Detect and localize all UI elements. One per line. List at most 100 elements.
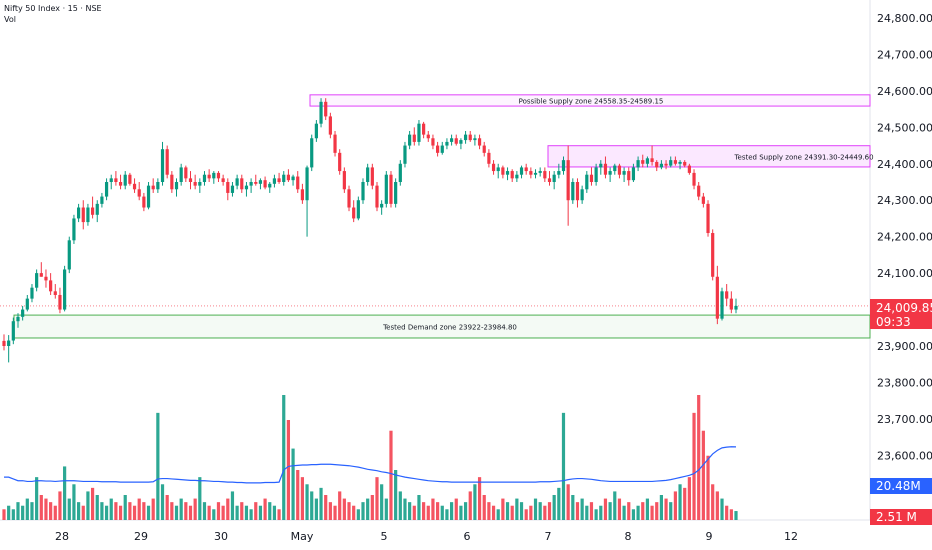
zone-label: Tested Demand zone 23922-23984.80 — [382, 324, 517, 332]
time-axis[interactable]: 28 29 30 May 5 6 7 8 9 12 — [55, 530, 798, 543]
volume-bar — [7, 505, 11, 520]
volume-bar — [426, 505, 430, 520]
volume-bar — [510, 505, 514, 520]
candle-body — [505, 171, 510, 175]
volume-bar — [468, 491, 472, 520]
candle-body — [384, 174, 388, 204]
candle-body — [561, 160, 566, 172]
candle-body — [338, 152, 342, 172]
candle-body — [35, 273, 39, 288]
volume-bar — [49, 502, 53, 520]
candle-body — [165, 149, 169, 175]
volume-bar — [118, 505, 123, 520]
volume-bar — [184, 502, 188, 520]
candle-body — [641, 160, 645, 164]
volume-bar — [678, 484, 682, 520]
candle-body — [114, 178, 118, 182]
volume-bar — [104, 505, 109, 520]
volume-bar — [692, 412, 696, 520]
volume-bar — [90, 487, 95, 520]
volume-bar — [655, 502, 659, 520]
candle-body — [235, 178, 239, 186]
volume-bar — [422, 502, 426, 520]
volume-bar — [53, 505, 57, 520]
volume-bar — [505, 502, 510, 520]
candle-body — [128, 174, 132, 184]
volume-bar — [81, 505, 85, 520]
candle-body — [557, 171, 561, 175]
candle-body — [529, 171, 533, 175]
candle-body — [603, 163, 608, 175]
volume-bar — [16, 502, 20, 520]
volume-bar — [645, 498, 650, 520]
volume-bar — [412, 505, 416, 520]
volume-bar — [174, 505, 179, 520]
volume-bar — [342, 498, 346, 520]
volume-bar — [296, 470, 300, 520]
price-tick-label: 24,100.00 — [877, 267, 932, 280]
volume-bar — [356, 509, 360, 520]
candle-body — [734, 305, 738, 310]
volume-bar — [310, 491, 314, 520]
volume-bar — [575, 502, 580, 520]
volume-bar — [706, 455, 710, 520]
volume-bar — [608, 502, 612, 520]
zone-label: Possible Supply zone 24558.35-24589.15 — [519, 97, 664, 105]
volume-bar — [324, 495, 328, 520]
candle-body — [380, 203, 384, 208]
candle-body — [216, 172, 221, 179]
volume-bar — [389, 430, 393, 520]
time-tick-label: 9 — [706, 530, 713, 543]
volume-bar — [35, 477, 39, 520]
volume-bar — [380, 484, 384, 520]
volume-bar — [160, 484, 165, 520]
volume-bar — [137, 498, 141, 520]
candle-body — [151, 185, 155, 190]
volume-bar — [561, 412, 566, 520]
volume-legend[interactable]: Vol — [4, 15, 16, 24]
candle-body — [184, 167, 188, 179]
price-tick-label: 23,800.00 — [877, 376, 932, 389]
volume-bar — [477, 477, 482, 520]
candle-body — [566, 160, 570, 201]
volume-bar — [366, 498, 370, 520]
volume-bar — [394, 470, 398, 520]
last-price-tag: 24,009.85 09:33 — [870, 299, 932, 329]
volume-bar — [669, 502, 673, 520]
candle-body — [39, 273, 43, 277]
symbol-legend[interactable]: Nifty 50 Index · 15 · NSE — [4, 4, 102, 13]
volume-bar — [501, 498, 505, 520]
candle-body — [454, 138, 458, 144]
volume-bar — [734, 511, 738, 520]
candle-body — [370, 167, 374, 186]
price-tick-label: 24,700.00 — [877, 48, 932, 61]
price-axis[interactable]: 23,600.00 23,700.00 23,800.00 23,900.00 24,0… — [877, 12, 932, 462]
volume-bar — [230, 491, 235, 520]
candle-body — [146, 185, 151, 208]
bar-countdown: 09:33 — [876, 315, 911, 329]
volume-bar — [594, 509, 598, 520]
candle-body — [25, 298, 29, 310]
volume-bar — [305, 484, 309, 520]
volume-bar — [449, 502, 454, 520]
candle-body — [76, 207, 81, 219]
candle-body — [118, 182, 123, 186]
candle-body — [132, 183, 137, 190]
volume-bar — [235, 505, 239, 520]
volume-bar — [627, 502, 631, 520]
volume-bar — [613, 491, 617, 520]
volume-bar — [319, 487, 323, 520]
volume-bar — [109, 498, 113, 520]
volume-bar — [617, 498, 622, 520]
volume-bar — [25, 498, 29, 520]
volume-bar — [100, 502, 104, 520]
candle-body — [515, 174, 519, 179]
candle-body — [412, 134, 416, 142]
candle-body — [394, 182, 398, 204]
volume-bar — [636, 505, 640, 520]
candle-body — [477, 138, 482, 146]
candle-body — [552, 174, 556, 182]
volume-bar — [408, 502, 412, 520]
candle-body — [627, 171, 631, 181]
